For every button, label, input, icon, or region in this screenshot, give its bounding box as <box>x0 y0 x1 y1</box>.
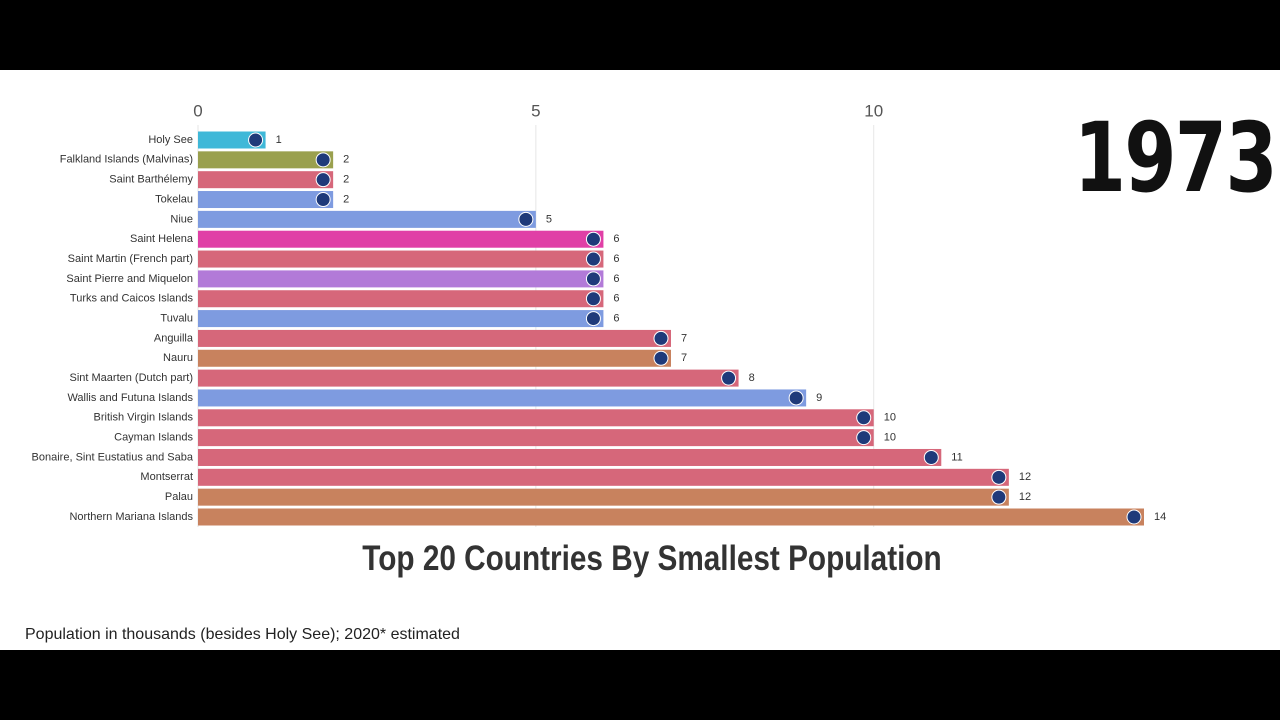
x-tick-label: 5 <box>531 101 540 120</box>
value-label: 11 <box>951 451 962 463</box>
category-label: Sint Maarten (Dutch part) <box>70 372 194 384</box>
bar <box>198 468 1009 486</box>
value-label: 6 <box>613 312 619 324</box>
bar <box>198 389 807 407</box>
flag <box>315 152 331 168</box>
category-label: Anguilla <box>154 332 194 344</box>
flag <box>315 192 331 208</box>
value-label: 5 <box>546 213 552 225</box>
flag <box>721 370 737 386</box>
value-label: 2 <box>343 174 349 186</box>
bar <box>198 310 604 328</box>
flag <box>518 211 534 227</box>
year-label: 1973 <box>1074 103 1276 215</box>
flag <box>585 251 601 267</box>
bar <box>198 488 1009 506</box>
flag <box>585 311 601 327</box>
x-tick-label: 10 <box>864 101 883 120</box>
flag <box>585 271 601 287</box>
value-label: 6 <box>613 293 619 305</box>
value-label: 12 <box>1019 471 1031 483</box>
flag <box>585 291 601 307</box>
bar <box>198 131 266 149</box>
bar <box>198 290 604 308</box>
flag <box>653 350 669 366</box>
bar <box>198 230 604 248</box>
flag <box>248 132 264 148</box>
category-label: Niue <box>170 213 193 225</box>
flag <box>991 489 1007 505</box>
category-label: Tokelau <box>155 193 193 205</box>
category-label: Saint Barthélemy <box>109 174 193 186</box>
category-label: Turks and Caicos Islands <box>70 293 194 305</box>
bar <box>198 191 334 209</box>
flag <box>1126 509 1142 525</box>
category-label: Saint Martin (French part) <box>68 253 193 265</box>
bar <box>198 409 874 427</box>
value-label: 2 <box>343 193 349 205</box>
category-label: Wallis and Futuna Islands <box>67 392 193 404</box>
category-label: Nauru <box>163 352 193 364</box>
value-label: 12 <box>1019 491 1031 503</box>
category-label: Holy See <box>148 134 193 146</box>
category-label: British Virgin Islands <box>94 412 194 424</box>
category-label: Montserrat <box>140 471 193 483</box>
value-label: 2 <box>343 154 349 166</box>
bar <box>198 448 942 466</box>
value-label: 9 <box>816 392 822 404</box>
bar <box>198 369 739 387</box>
flag <box>585 231 601 247</box>
x-tick-label: 0 <box>193 101 202 120</box>
footnote: Population in thousands (besides Holy Se… <box>25 626 460 643</box>
value-label: 1 <box>276 134 282 146</box>
value-label: 7 <box>681 332 687 344</box>
bar <box>198 429 874 447</box>
category-label: Falkland Islands (Malvinas) <box>60 154 193 166</box>
flag <box>788 390 804 406</box>
category-label: Tuvalu <box>160 312 193 324</box>
bar <box>198 508 1144 526</box>
bar <box>198 151 334 169</box>
bar <box>198 270 604 288</box>
bar <box>198 171 334 189</box>
category-label: Cayman Islands <box>114 432 193 444</box>
chart-title: Top 20 Countries By Smallest Population <box>362 539 941 578</box>
bar <box>198 210 536 228</box>
value-label: 10 <box>884 432 896 444</box>
value-label: 6 <box>613 273 619 285</box>
flag <box>315 172 331 188</box>
bar <box>198 329 671 347</box>
category-label: Palau <box>165 491 193 503</box>
value-label: 14 <box>1154 511 1166 523</box>
category-label: Northern Mariana Islands <box>69 511 193 523</box>
value-label: 6 <box>613 253 619 265</box>
flag <box>856 430 872 446</box>
value-label: 10 <box>884 412 896 424</box>
flag <box>991 469 1007 485</box>
flag <box>653 330 669 346</box>
category-label: Saint Pierre and Miquelon <box>66 273 193 285</box>
category-label: Bonaire, Sint Eustatius and Saba <box>32 451 194 463</box>
bar <box>198 349 671 367</box>
flag <box>856 410 872 426</box>
flag <box>923 449 939 465</box>
category-label: Saint Helena <box>130 233 194 245</box>
value-label: 8 <box>749 372 755 384</box>
value-label: 7 <box>681 352 687 364</box>
value-label: 6 <box>613 233 619 245</box>
bar <box>198 250 604 268</box>
